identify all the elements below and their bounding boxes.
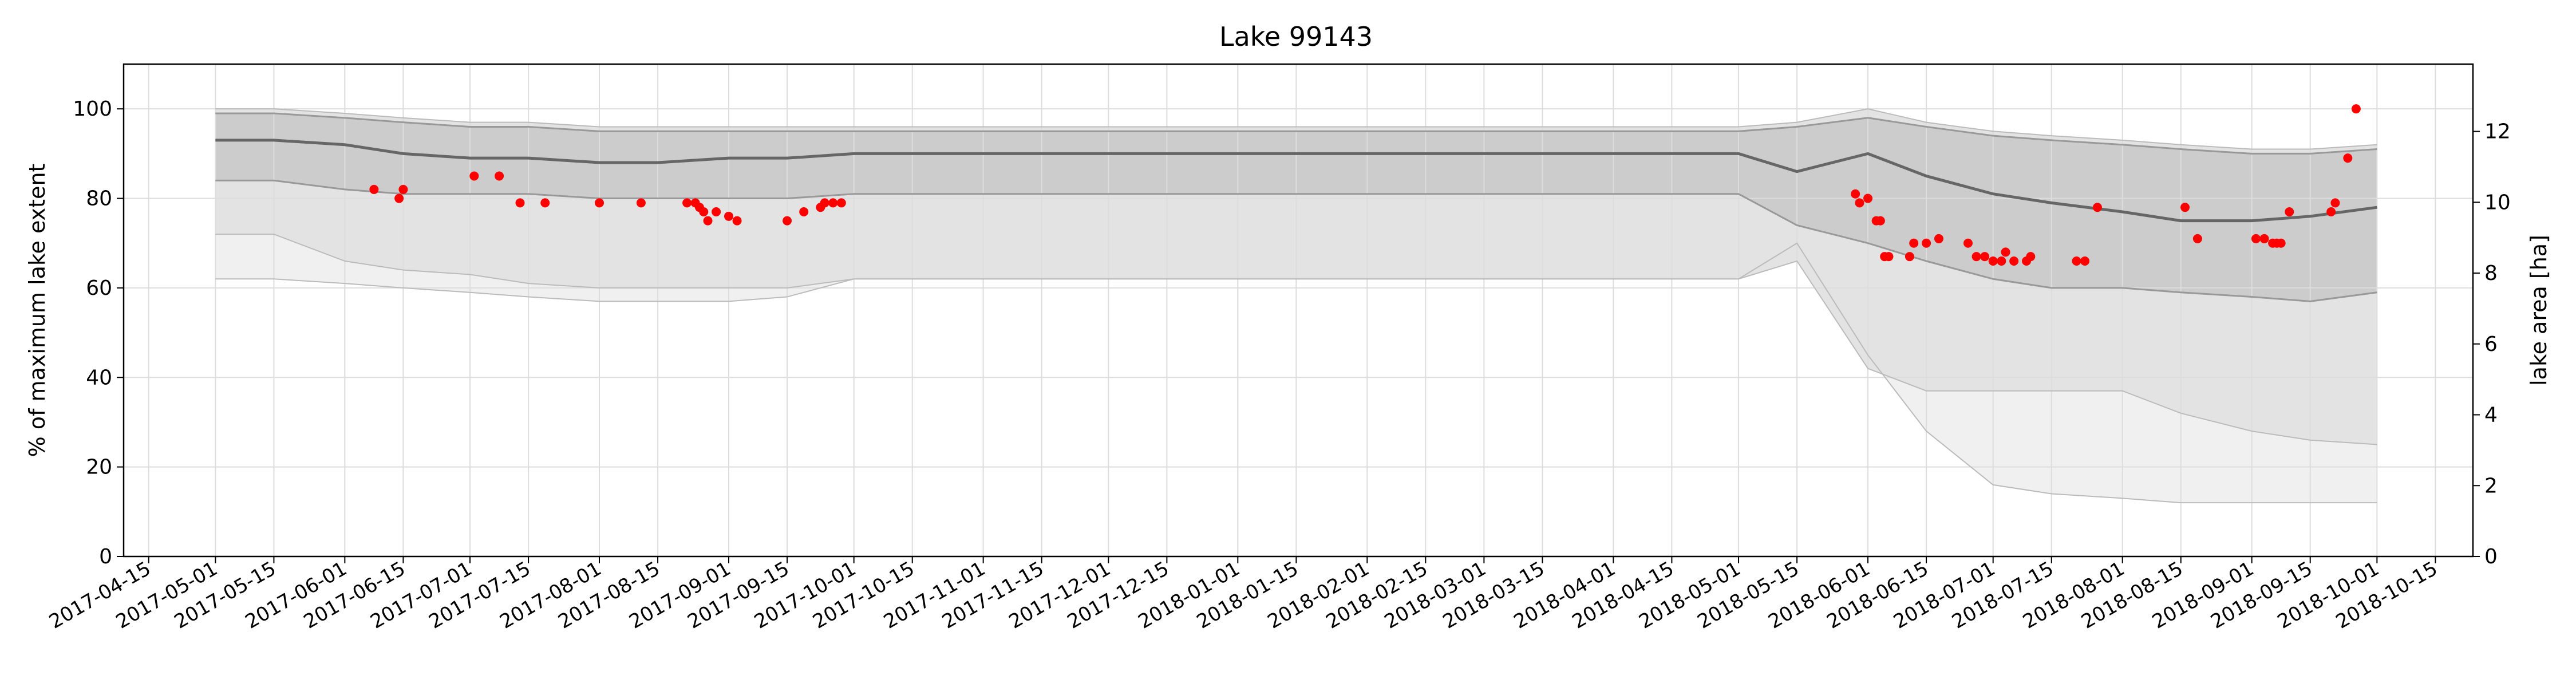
- observation-point: [1884, 252, 1894, 262]
- y-tick-label: 60: [86, 277, 112, 300]
- observation-point: [1863, 194, 1873, 203]
- observation-point: [1980, 252, 1990, 262]
- observation-point: [836, 198, 846, 208]
- observation-point: [1909, 238, 1919, 248]
- observation-point: [495, 171, 504, 181]
- observation-point: [2192, 234, 2202, 243]
- observation-point: [820, 198, 829, 208]
- lines-layer: [215, 108, 2377, 504]
- observation-point: [2276, 238, 2286, 248]
- y-axis-left: 0 20 40 60 80 100: [73, 97, 124, 568]
- observation-point: [699, 207, 709, 216]
- observation-point: [2330, 198, 2340, 208]
- observation-point: [369, 184, 379, 194]
- observation-point: [1855, 198, 1864, 208]
- y2-tick-label: 2: [2484, 474, 2498, 498]
- observation-point: [2180, 203, 2190, 212]
- y-tick-label: 80: [86, 187, 112, 211]
- observation-point: [799, 207, 809, 216]
- observation-point: [828, 198, 838, 208]
- observation-point: [1997, 256, 2006, 266]
- y2-tick-label: 6: [2484, 333, 2498, 356]
- outer-upper-line: [215, 108, 2377, 150]
- observation-point: [1922, 238, 1931, 248]
- observation-point: [398, 184, 408, 194]
- observation-point: [515, 198, 525, 208]
- observation-point: [394, 194, 404, 203]
- points-layer: [369, 104, 2361, 266]
- y-tick-label: 20: [86, 456, 112, 479]
- y-tick-label: 0: [99, 545, 112, 568]
- outer-lower-line: [215, 234, 2377, 445]
- observation-point: [2285, 207, 2294, 216]
- observation-point: [469, 171, 479, 181]
- observation-point: [682, 198, 692, 208]
- observation-point: [2080, 256, 2090, 266]
- observation-point: [2072, 256, 2081, 266]
- y-tick-label: 40: [86, 366, 112, 389]
- observation-point: [636, 198, 646, 208]
- observation-point: [1934, 234, 1943, 243]
- observation-point: [595, 198, 605, 208]
- observation-point: [1988, 256, 1998, 266]
- observation-point: [2001, 247, 2010, 257]
- observation-point: [2351, 104, 2361, 114]
- observation-point: [703, 216, 713, 226]
- observation-point: [2009, 256, 2019, 266]
- x-axis: 2017-04-152017-05-012017-05-152017-06-01…: [45, 556, 2441, 634]
- inner-upper-line: [215, 112, 2377, 155]
- y-axis-right: 0 2 4 6 8 10 12: [2473, 120, 2511, 568]
- y2-tick-label: 10: [2484, 191, 2511, 214]
- y2-tick-label: 12: [2484, 120, 2511, 144]
- observation-point: [2259, 234, 2269, 243]
- observation-point: [1971, 252, 1981, 262]
- plot-frame: [123, 63, 2474, 558]
- observation-point: [2092, 203, 2102, 212]
- y-axis-label-right: lake area [ha]: [2526, 235, 2551, 386]
- y2-tick-label: 4: [2484, 404, 2498, 427]
- observation-point: [783, 216, 792, 226]
- observation-point: [712, 207, 721, 216]
- observation-point: [1851, 189, 1860, 199]
- observation-point: [724, 211, 733, 221]
- observation-point: [1875, 216, 1885, 226]
- y-axis-label-left: % of maximum lake extent: [25, 164, 50, 457]
- y2-tick-label: 0: [2484, 545, 2498, 568]
- observation-point: [1905, 252, 1914, 262]
- chart-title: Lake 99143: [1219, 21, 1373, 52]
- y-tick-label: 100: [73, 97, 112, 121]
- observation-point: [2343, 153, 2353, 163]
- observation-point: [2026, 252, 2036, 262]
- observation-point: [732, 216, 742, 226]
- observation-point: [1963, 238, 1973, 248]
- median-line: [215, 139, 2377, 223]
- observation-point: [2251, 234, 2261, 243]
- observation-point: [2326, 207, 2336, 216]
- observation-point: [540, 198, 550, 208]
- inner-lower-line: [215, 179, 2377, 302]
- y2-tick-label: 8: [2484, 262, 2498, 285]
- grid-layer: [124, 64, 2473, 557]
